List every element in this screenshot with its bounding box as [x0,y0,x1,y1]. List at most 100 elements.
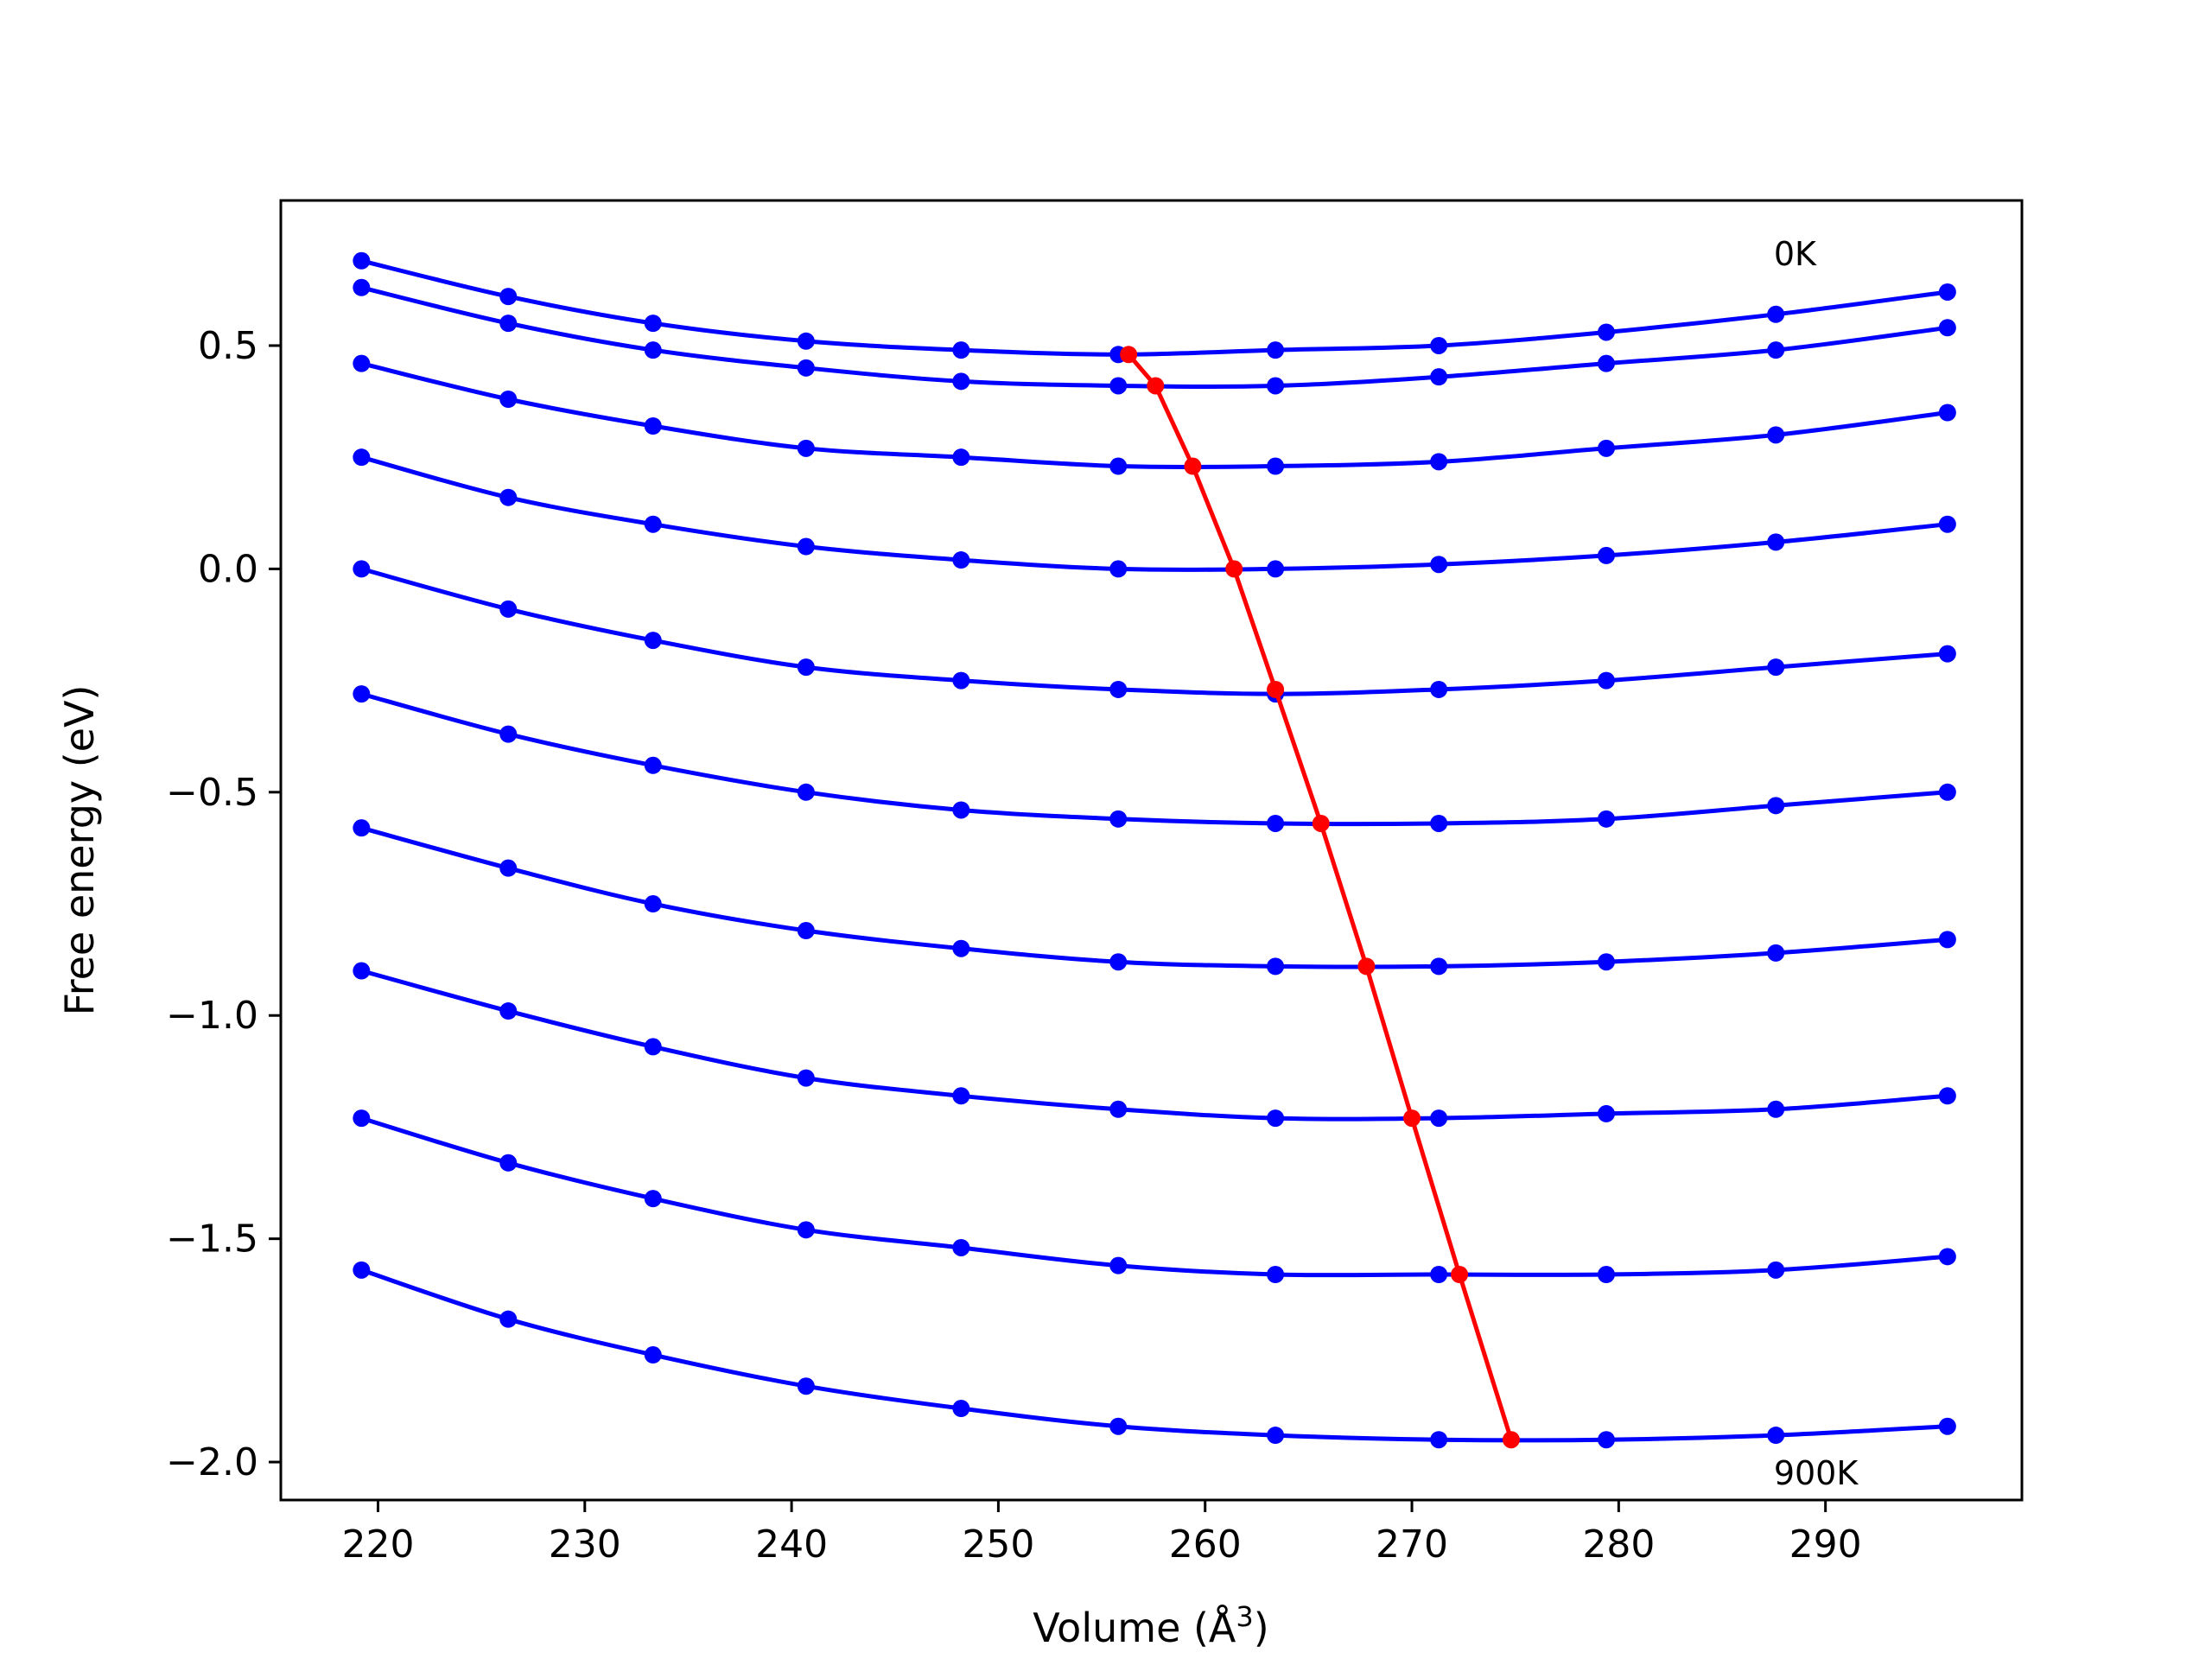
data-point [1430,957,1448,976]
data-point [1597,810,1615,828]
data-point [1109,1417,1128,1435]
data-point [1430,680,1448,698]
data-point [1597,546,1615,564]
data-point [1267,814,1285,832]
series-line [360,566,1948,696]
temperature-annotation-1: 900K [1774,1454,1859,1492]
data-point [644,1038,662,1056]
x-tick-label: 220 [341,1522,414,1567]
data-point [353,354,371,372]
series-0 [353,251,1956,364]
series-9 [353,1261,1956,1449]
data-point [1597,1104,1615,1122]
data-point [952,372,970,391]
data-point [353,448,371,467]
data-point [1430,556,1448,574]
data-point [644,895,662,913]
data-point [952,551,970,569]
data-point [1767,426,1785,444]
minimum-point [1184,457,1202,475]
data-point [1430,336,1448,354]
plot-frame [279,199,2024,1502]
data-point [1767,1100,1785,1118]
temperature-annotation-0: 0K [1774,235,1817,273]
data-point [353,685,371,703]
x-tick-label: 280 [1582,1522,1655,1567]
data-point [644,756,662,774]
data-point [952,448,970,467]
series-line [360,691,1948,827]
data-point [797,1377,815,1395]
y-axis-label: Free energy (eV) [56,685,103,1016]
data-point [1938,319,1956,337]
series-line [360,285,1948,389]
data-point [1267,377,1285,395]
x-axis-label: Volume (Å3) [1033,1600,1268,1651]
data-point [797,537,815,556]
data-point [1267,457,1285,475]
data-point [1938,645,1956,663]
data-point [797,922,815,940]
y-tick-label: 0.5 [198,324,258,368]
data-point [1597,1265,1615,1283]
data-point [1938,931,1956,949]
y-tick-label: −1.5 [166,1217,258,1262]
data-point [499,725,518,743]
x-tick-label: 230 [549,1522,621,1567]
data-point [353,278,371,296]
series-4 [353,560,1956,703]
series-layer [353,251,1956,1449]
data-point [1597,1431,1615,1449]
minimum-point [1312,814,1330,832]
data-point [1430,453,1448,471]
data-point [1109,1256,1128,1274]
data-point [499,390,518,408]
data-point [1597,354,1615,372]
data-point [1267,1109,1285,1128]
y-tick-label: 0.0 [198,547,258,591]
data-point [952,1087,970,1105]
data-point [353,560,371,578]
data-point [1938,515,1956,533]
data-point [499,859,518,877]
minimum-point [1502,1431,1520,1449]
data-point [952,671,970,690]
data-point [1938,283,1956,301]
data-point [952,341,970,359]
data-point [644,632,662,650]
data-point [952,1400,970,1418]
series-7 [353,962,1956,1128]
data-point [797,1221,815,1239]
data-point [1597,439,1615,457]
data-point [797,359,815,377]
data-point [1938,1087,1956,1105]
data-point [1767,797,1785,815]
data-point [499,315,518,333]
x-tick-label: 260 [1169,1522,1242,1567]
y-axis-ticks: 0.5 0.0 −0.5 −1.0 −1.5 −2.0 [166,324,281,1484]
data-point [499,1310,518,1328]
data-point [1267,560,1285,578]
series-line [360,1116,1948,1278]
series-line [360,969,1948,1122]
data-point [353,1261,371,1279]
data-point [1109,457,1128,475]
minimum-line-layer [1120,346,1520,1449]
minimum-point [1120,346,1138,364]
data-point [1938,1248,1956,1266]
minimum-point [1357,957,1376,976]
data-point [644,1190,662,1208]
data-point [797,332,815,350]
data-point [353,962,371,980]
data-point [1430,1265,1448,1283]
data-point [1109,953,1128,971]
data-point [1597,323,1615,341]
data-point [1767,658,1785,677]
data-point [797,783,815,801]
data-point [952,801,970,819]
data-point [644,417,662,435]
data-point [499,288,518,306]
data-point [499,1154,518,1172]
data-point [1109,560,1128,578]
data-point [797,1069,815,1087]
